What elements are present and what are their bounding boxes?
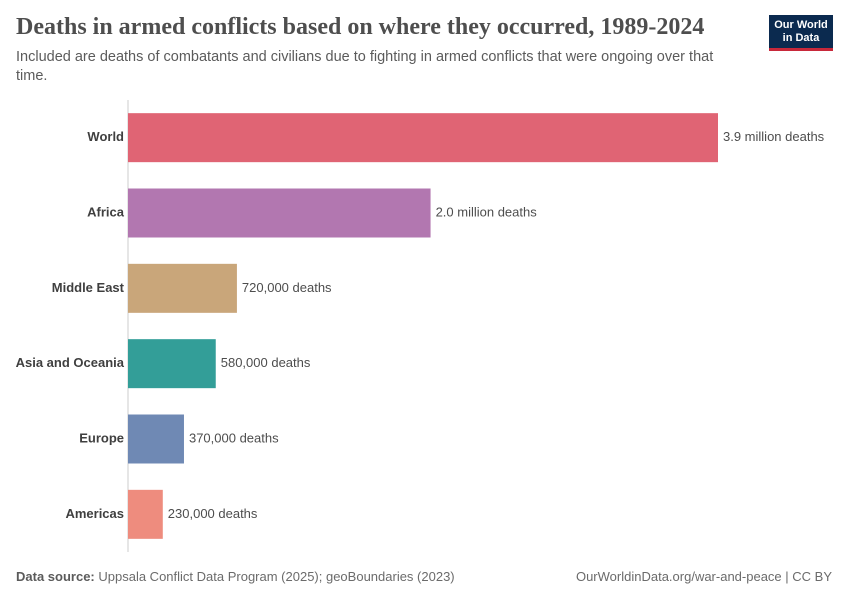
source: Data source: Uppsala Conflict Data Progr… (16, 569, 455, 584)
category-label: Africa (87, 204, 125, 219)
category-label: Asia and Oceania (16, 355, 125, 370)
category-label: Europe (79, 430, 124, 445)
category-label: Americas (65, 506, 124, 521)
category-label: World (87, 129, 124, 144)
bar (128, 339, 216, 389)
value-label: 580,000 deaths (221, 355, 311, 370)
chart-title: Deaths in armed conflicts based on where… (16, 14, 705, 40)
value-label: 370,000 deaths (189, 430, 279, 445)
bar (128, 263, 237, 313)
bar (128, 489, 163, 539)
credit[interactable]: OurWorldinData.org/war-and-peace | CC BY (575, 569, 832, 584)
value-label: 720,000 deaths (242, 280, 332, 295)
bar (128, 188, 431, 238)
category-label: Middle East (52, 280, 125, 295)
value-label: 3.9 million deaths (723, 129, 825, 144)
source-label: Data source: (16, 569, 95, 584)
logo[interactable]: Our World in Data (769, 15, 833, 51)
value-label: 230,000 deaths (168, 506, 258, 521)
bar (128, 414, 184, 464)
source-text: Uppsala Conflict Data Program (2025); ge… (98, 569, 455, 584)
bar (128, 113, 718, 163)
chart-subtitle: Included are deaths of combatants and ci… (16, 49, 714, 84)
value-label: 2.0 million deaths (436, 204, 538, 219)
